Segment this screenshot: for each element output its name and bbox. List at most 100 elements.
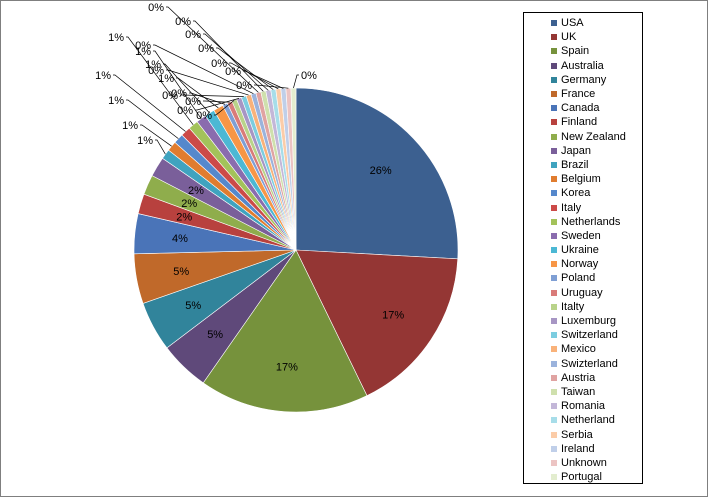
legend-swatch bbox=[551, 105, 557, 112]
legend-item-sweden: Sweden bbox=[524, 229, 642, 243]
legend-label: Spain bbox=[561, 45, 590, 58]
data-label-netherland: 0% bbox=[198, 43, 214, 55]
legend-swatch bbox=[551, 431, 557, 438]
pie-slice-uk bbox=[295, 249, 459, 397]
legend-item-finland: Finland bbox=[524, 115, 642, 129]
legend-label: New Zealand bbox=[561, 130, 626, 143]
legend-item-korea: Korea bbox=[524, 186, 642, 200]
leader-line-italty bbox=[214, 99, 235, 116]
data-label-australia: 5% bbox=[207, 329, 223, 341]
data-label-mexico: 0% bbox=[148, 65, 164, 77]
legend-swatch bbox=[551, 346, 557, 353]
legend-item-taiwan: Taiwan bbox=[524, 385, 642, 399]
data-label-usa: 26% bbox=[370, 165, 392, 177]
data-label-france: 5% bbox=[173, 266, 189, 278]
legend-swatch bbox=[551, 62, 557, 69]
legend-label: Taiwan bbox=[561, 385, 596, 398]
leader-line-uruguay bbox=[203, 100, 230, 103]
leader-line-sweden bbox=[153, 50, 202, 119]
legend-swatch bbox=[551, 261, 557, 268]
legend-item-poland: Poland bbox=[524, 271, 642, 285]
leader-line-korea bbox=[126, 99, 179, 139]
legend-label: Netherlands bbox=[561, 215, 621, 228]
legend-item-japan: Japan bbox=[524, 144, 642, 158]
legend-item-unknown: Unknown bbox=[524, 456, 642, 470]
legend-item-ukraine: Ukraine bbox=[524, 243, 642, 257]
legend-swatch bbox=[551, 133, 557, 140]
legend-swatch bbox=[551, 318, 557, 325]
pie-slice-usa bbox=[295, 87, 459, 260]
legend-label: Poland bbox=[561, 272, 596, 285]
legend-label: Ukraine bbox=[561, 244, 599, 257]
leader-line-poland bbox=[189, 92, 226, 105]
data-label-new-zealand: 2% bbox=[181, 198, 197, 210]
legend-label: Uruguay bbox=[561, 286, 603, 299]
leader-line-italy bbox=[113, 74, 186, 132]
legend-item-brazil: Brazil bbox=[524, 158, 642, 172]
legend-swatch bbox=[551, 289, 557, 296]
data-label-portugal: 0% bbox=[301, 70, 317, 82]
legend-label: Japan bbox=[561, 144, 591, 157]
legend-swatch bbox=[551, 218, 557, 225]
data-label-sweden: 1% bbox=[135, 46, 151, 58]
legend-label: Mexico bbox=[561, 343, 596, 356]
legend-label: Canada bbox=[561, 102, 600, 115]
legend-item-uruguay: Uruguay bbox=[524, 286, 642, 300]
legend-label: Switzerland bbox=[561, 329, 618, 342]
legend-item-italty: Italty bbox=[524, 300, 642, 314]
data-label-serbia: 0% bbox=[211, 58, 227, 70]
legend-label: Unknown bbox=[561, 456, 607, 469]
legend-swatch bbox=[551, 332, 557, 339]
legend-swatch bbox=[551, 176, 557, 183]
leader-line-unknown bbox=[254, 84, 289, 89]
pie-slice-spain bbox=[202, 249, 368, 413]
leader-lines bbox=[113, 6, 299, 155]
legend-item-romania: Romania bbox=[524, 399, 642, 413]
pie-chart: 26%17%17%5%5%5%4%2%2%2%1%1%1%1%1%1%1%1%0… bbox=[95, 2, 459, 413]
pie-slices bbox=[133, 87, 459, 413]
legend-item-netherland: Netherland bbox=[524, 413, 642, 427]
legend-label: Swizterland bbox=[561, 357, 618, 370]
legend-label: UK bbox=[561, 31, 577, 44]
leader-line-brazil bbox=[155, 139, 166, 155]
legend-swatch bbox=[551, 374, 557, 381]
leader-line-luxemburg bbox=[195, 98, 240, 111]
data-label-poland: 0% bbox=[171, 88, 187, 100]
legend-label: Brazil bbox=[561, 158, 589, 171]
legend-swatch bbox=[551, 474, 557, 481]
legend-swatch bbox=[551, 190, 557, 197]
legend-swatch bbox=[551, 360, 557, 367]
data-label-brazil: 1% bbox=[137, 135, 153, 147]
data-label-uk: 17% bbox=[382, 310, 404, 322]
data-label-italy: 1% bbox=[95, 70, 111, 82]
data-label-finland: 2% bbox=[176, 212, 192, 224]
data-label-japan: 2% bbox=[188, 185, 204, 197]
legend-label: Serbia bbox=[561, 428, 593, 441]
data-labels: 26%17%17%5%5%5%4%2%2%2%1%1%1%1%1%1%1%1%0… bbox=[95, 2, 404, 373]
legend-item-france: France bbox=[524, 87, 642, 101]
legend-swatch bbox=[551, 20, 557, 27]
leader-line-mexico bbox=[166, 69, 249, 96]
legend-item-belgium: Belgium bbox=[524, 172, 642, 186]
legend-swatch bbox=[551, 303, 557, 310]
data-label-luxemburg: 0% bbox=[177, 105, 193, 117]
legend-swatch bbox=[551, 48, 557, 55]
legend-swatch bbox=[551, 204, 557, 211]
legend-item-germany: Germany bbox=[524, 73, 642, 87]
data-label-spain: 17% bbox=[276, 361, 298, 373]
leader-line-switzerland bbox=[180, 94, 244, 97]
leader-line-ukraine bbox=[163, 63, 210, 114]
legend-label: Romania bbox=[561, 400, 606, 413]
legend-item-serbia: Serbia bbox=[524, 427, 642, 441]
legend: USA UK Spain Australia Germany France Canada Fi… bbox=[523, 12, 643, 484]
legend-swatch bbox=[551, 34, 557, 41]
data-label-netherlands: 1% bbox=[108, 32, 124, 44]
data-label-germany: 5% bbox=[185, 300, 201, 312]
leader-line-netherlands bbox=[126, 36, 194, 126]
legend-swatch bbox=[551, 388, 557, 395]
data-label-swizterland: 0% bbox=[135, 40, 151, 52]
data-label-austria: 0% bbox=[148, 2, 164, 14]
legend-swatch bbox=[551, 417, 557, 424]
legend-swatch bbox=[551, 76, 557, 83]
